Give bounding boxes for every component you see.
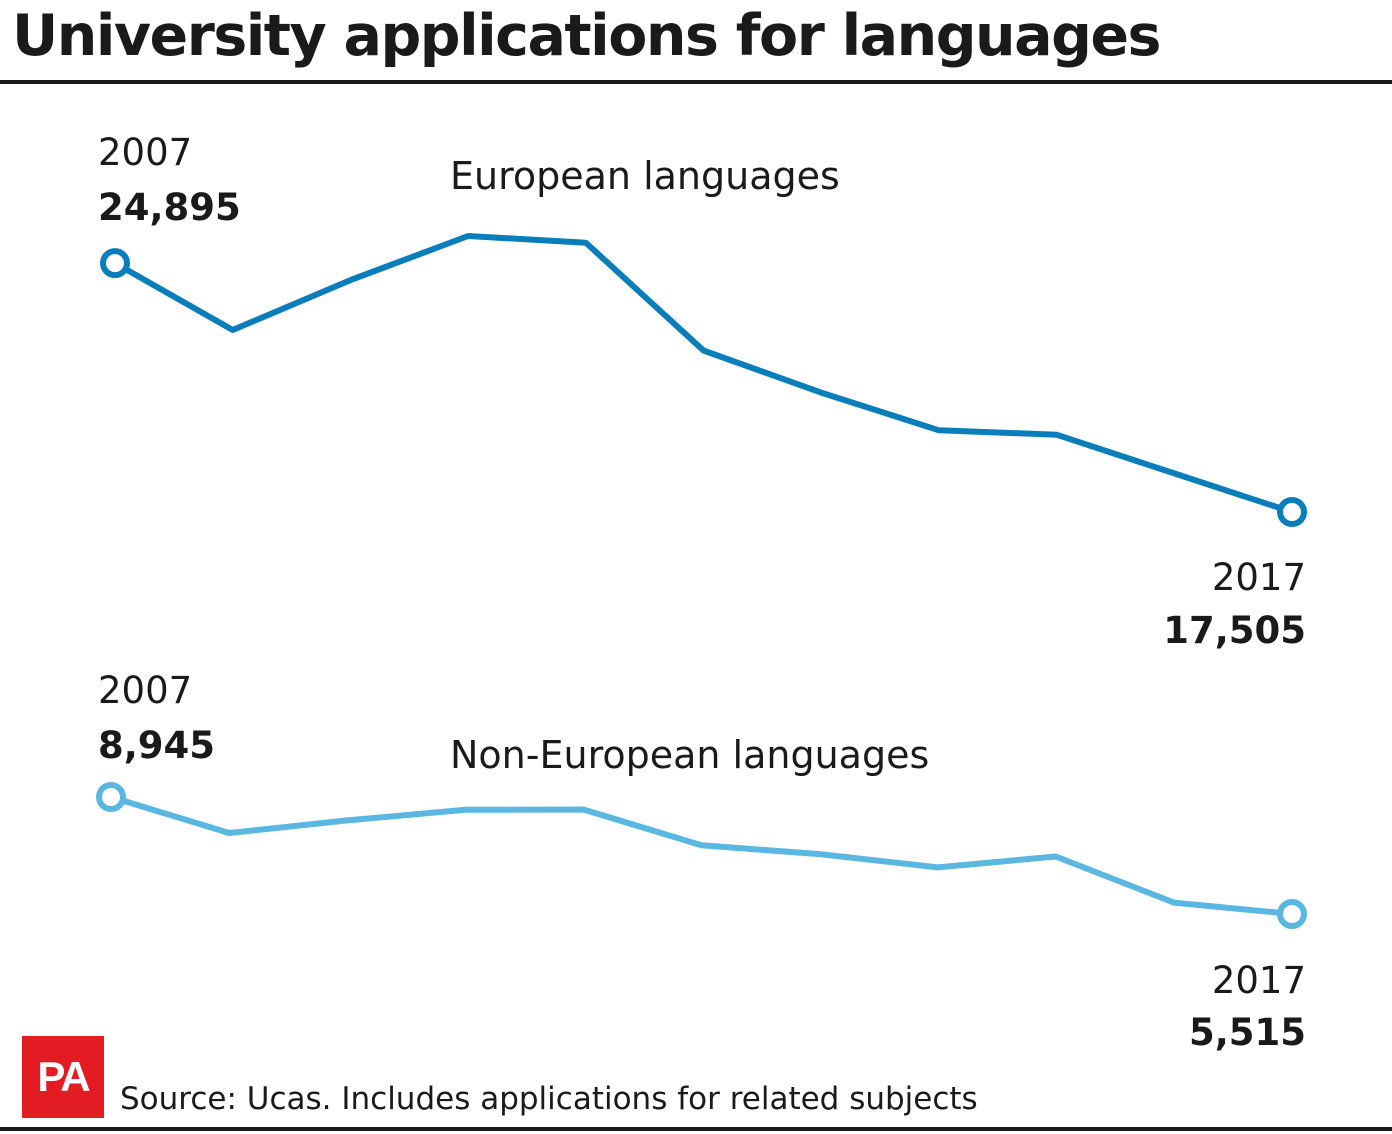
end-value-label: 5,515: [1189, 1011, 1306, 1054]
chart-title: University applications for languages: [12, 3, 1161, 69]
start-point-marker: [96, 782, 126, 812]
start-value-label: 24,895: [98, 186, 241, 229]
end-point-marker: [1277, 497, 1307, 527]
start-year-label: 2007: [98, 669, 192, 712]
series-line-european: [112, 233, 1295, 515]
bottom-divider: [0, 1127, 1392, 1131]
start-value-label: 8,945: [98, 724, 215, 767]
pa-logo: PA: [22, 1036, 104, 1118]
series-line-non-european: [108, 794, 1295, 917]
end-point-marker: [1277, 899, 1307, 929]
source-note: Source: Ucas. Includes applications for …: [120, 1081, 978, 1117]
end-year-label: 2017: [1212, 556, 1306, 599]
panel-non-european: 2007 8,945 Non-European languages 2017 5…: [96, 669, 1307, 1054]
start-point-marker: [100, 248, 130, 279]
series-points-european: [100, 248, 1307, 527]
series-name-label: Non-European languages: [450, 733, 929, 777]
pa-logo-text: PA: [37, 1053, 90, 1100]
series-points-non-european: [96, 782, 1307, 929]
top-divider: [0, 80, 1392, 84]
end-year-label: 2017: [1212, 959, 1306, 1002]
start-year-label: 2007: [98, 131, 192, 174]
series-name-label: European languages: [450, 154, 840, 198]
panel-european: 2007 24,895 European languages 2017 17,5…: [98, 131, 1307, 652]
end-value-label: 17,505: [1163, 609, 1306, 652]
